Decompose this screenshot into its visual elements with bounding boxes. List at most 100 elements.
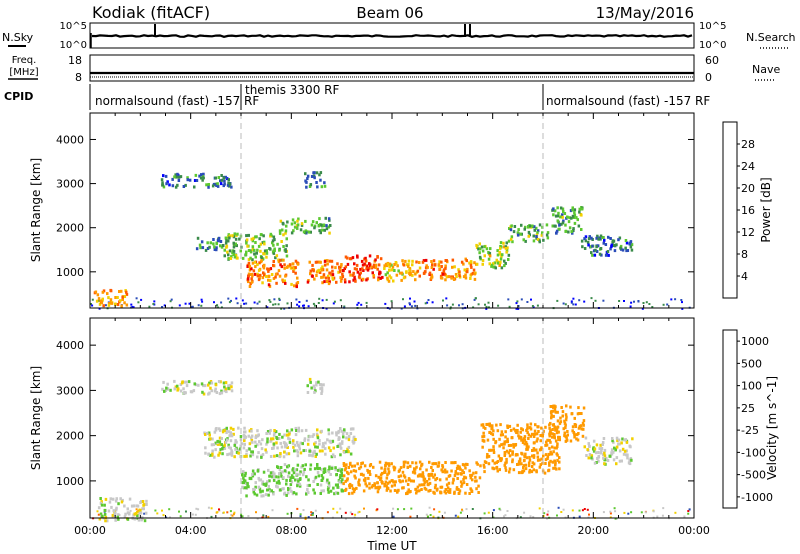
data-cell <box>260 455 263 459</box>
data-cell <box>248 429 252 433</box>
data-cell <box>458 465 461 469</box>
nave-tick-high: 60 <box>705 54 719 67</box>
data-cell <box>316 483 319 486</box>
data-cell <box>320 223 323 227</box>
data-cell <box>279 471 283 475</box>
cpid-segment-2: themis 3300 RF <box>245 83 339 97</box>
data-cell <box>339 264 343 268</box>
data-cell <box>499 423 502 427</box>
data-cell <box>577 406 580 410</box>
data-cell <box>550 416 553 420</box>
data-cell <box>281 278 284 282</box>
data-cell <box>388 262 392 266</box>
data-cell <box>312 433 315 437</box>
data-cell <box>272 433 276 437</box>
data-cell <box>363 262 366 266</box>
data-cell <box>533 228 536 232</box>
data-cell <box>458 489 462 493</box>
data-cell <box>324 447 327 451</box>
noise-cell <box>243 302 246 305</box>
data-cell <box>262 271 265 275</box>
noise-cell <box>570 300 573 303</box>
data-cell <box>275 435 278 439</box>
noise-cell <box>560 511 563 513</box>
data-cell <box>236 256 239 260</box>
data-cell <box>594 451 598 455</box>
data-cell <box>115 497 118 501</box>
data-cell <box>309 269 312 273</box>
data-cell <box>439 274 443 278</box>
data-cell <box>296 478 300 481</box>
data-cell <box>323 259 327 263</box>
data-cell <box>235 450 239 454</box>
data-cell <box>464 462 468 466</box>
data-cell <box>235 440 238 444</box>
data-cell <box>532 432 536 436</box>
data-cell <box>435 477 439 480</box>
data-cell <box>492 448 495 452</box>
data-cell <box>318 271 322 274</box>
data-cell <box>254 255 257 259</box>
data-cell <box>590 251 593 255</box>
data-cell <box>267 267 271 271</box>
data-cell <box>246 265 249 268</box>
data-cell <box>228 452 231 456</box>
noise-cell <box>232 513 235 516</box>
data-cell <box>531 461 534 465</box>
data-cell <box>613 446 616 450</box>
data-cell <box>409 464 412 468</box>
data-cell <box>259 242 263 246</box>
data-cell <box>145 499 148 503</box>
data-cell <box>429 489 432 492</box>
data-cell <box>415 260 418 264</box>
data-cell <box>408 271 411 275</box>
data-cell <box>230 434 234 438</box>
data-cell <box>285 482 288 486</box>
data-cell <box>498 264 501 267</box>
data-cell <box>375 486 379 490</box>
data-cell <box>287 452 291 456</box>
data-cell <box>320 429 323 433</box>
data-cell <box>545 443 549 447</box>
data-cell <box>612 239 616 243</box>
data-cell <box>601 443 604 446</box>
data-cell <box>274 256 277 260</box>
data-cell <box>438 260 441 264</box>
data-cell <box>272 235 276 239</box>
data-cell <box>128 497 132 501</box>
data-cell <box>580 228 583 231</box>
noise-cell <box>325 298 328 301</box>
data-cell <box>405 270 408 274</box>
data-cell <box>219 380 222 384</box>
data-cell <box>306 442 310 446</box>
data-cell <box>234 439 237 443</box>
data-cell <box>430 472 433 476</box>
data-cell <box>331 276 334 280</box>
data-cell <box>212 242 215 246</box>
data-cell <box>245 494 248 498</box>
data-cell <box>570 230 573 234</box>
data-cell <box>327 470 331 474</box>
data-cell <box>117 502 120 506</box>
data-cell <box>482 463 486 467</box>
noise-cell <box>614 510 617 513</box>
data-cell <box>334 491 338 495</box>
data-cell <box>532 234 535 238</box>
data-cell <box>103 509 107 512</box>
data-cell <box>386 487 390 491</box>
data-cell <box>578 207 581 211</box>
data-cell <box>456 464 460 468</box>
data-cell <box>499 459 502 463</box>
data-cell <box>229 446 232 450</box>
data-cell <box>289 479 292 482</box>
noise-cell <box>477 303 480 306</box>
data-cell <box>305 475 308 479</box>
noise-cell <box>504 514 507 517</box>
noise-cell <box>471 508 474 510</box>
data-cell <box>365 267 368 271</box>
velocity-cells <box>92 377 691 523</box>
data-cell <box>230 450 234 454</box>
